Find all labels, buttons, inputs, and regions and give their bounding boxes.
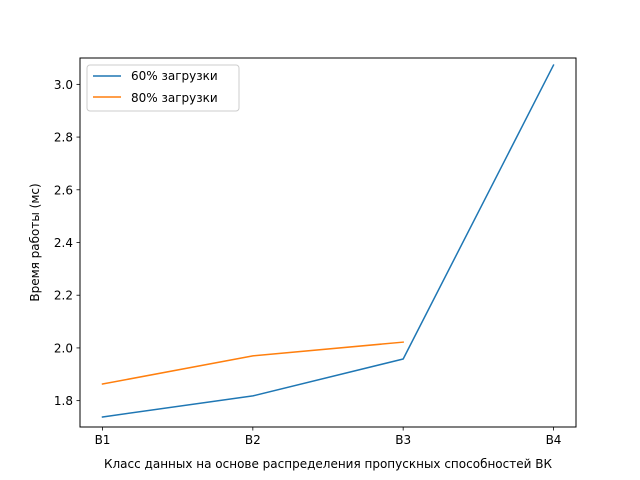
x-tick-label: B3	[395, 433, 411, 447]
series-layer	[101, 64, 555, 418]
series-line-60	[101, 64, 555, 418]
y-axis: 1.8 2.0 2.2 2.4 2.6 2.8 3.0	[54, 78, 80, 408]
y-tick-label: 3.0	[54, 78, 73, 92]
x-tick-label: B2	[245, 433, 261, 447]
legend: 60% загрузки 80% загрузки	[86, 64, 240, 112]
x-tick-label: B1	[95, 433, 111, 447]
legend-box	[86, 64, 240, 112]
y-tick-label: 1.8	[54, 394, 73, 408]
x-axis-label: Класс данных на основе распределения про…	[104, 457, 552, 471]
y-tick-label: 2.8	[54, 131, 73, 145]
x-axis: B1 B2 B3 B4	[95, 427, 562, 447]
legend-label-60: 60% загрузки	[131, 69, 218, 83]
series-line-80	[101, 341, 404, 385]
y-tick-label: 2.0	[54, 341, 73, 355]
y-axis-label: Время работы (мс)	[28, 183, 42, 301]
y-tick-label: 2.2	[54, 289, 73, 303]
plot-frame	[79, 57, 577, 428]
x-tick-label: B4	[546, 433, 562, 447]
y-tick-label: 2.4	[54, 236, 73, 250]
legend-label-80: 80% загрузки	[131, 91, 218, 105]
y-tick-label: 2.6	[54, 183, 73, 197]
